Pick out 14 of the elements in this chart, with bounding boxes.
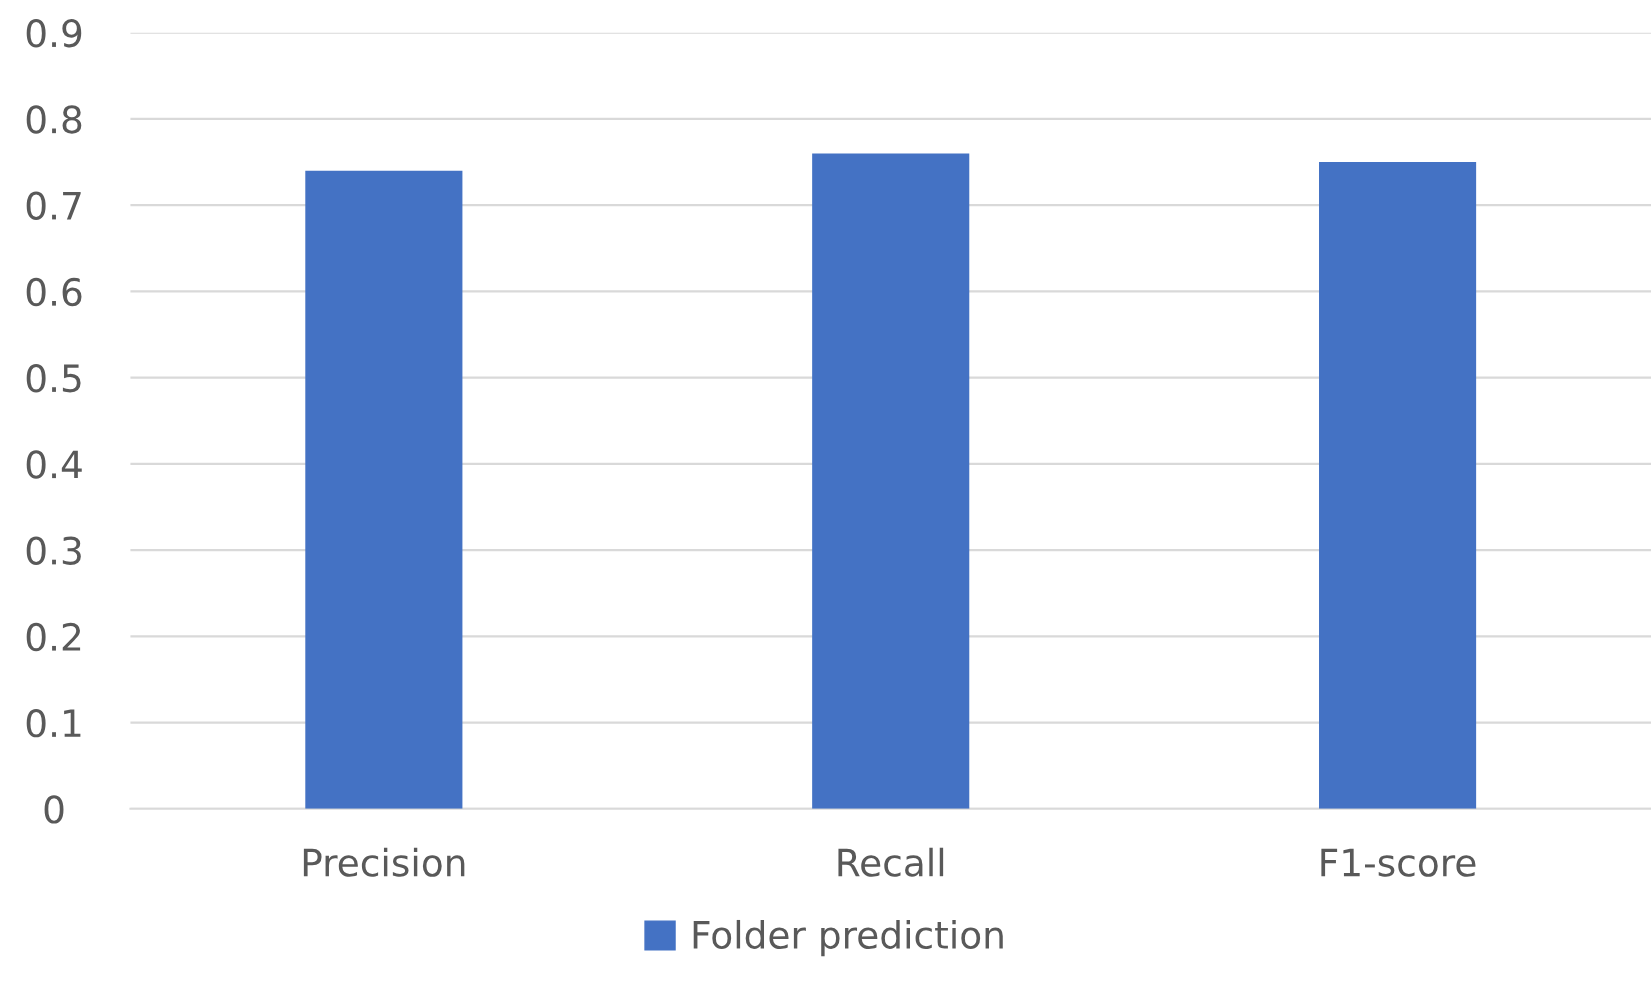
- y-tick-label: 0.5: [26, 364, 81, 393]
- x-tick-label: F1-score: [1321, 848, 1476, 877]
- x-tick-label: Recall: [838, 847, 944, 877]
- y-tick-label: 0.2: [26, 622, 81, 652]
- legend-label: Folder prediction: [693, 919, 1003, 957]
- y-tick-label: 0.8: [26, 105, 82, 134]
- y-tick-label: 0.7: [26, 191, 81, 220]
- y-tick-label: 0: [44, 795, 64, 824]
- y-tick-label: 0.4: [26, 450, 82, 479]
- y-tick-label: 0.1: [26, 709, 81, 738]
- y-tick-label: 0.9: [26, 19, 82, 48]
- y-tick-label: 0.6: [26, 277, 82, 307]
- x-tick-label: Precision: [303, 847, 465, 877]
- y-tick-label: 0.3: [26, 536, 81, 565]
